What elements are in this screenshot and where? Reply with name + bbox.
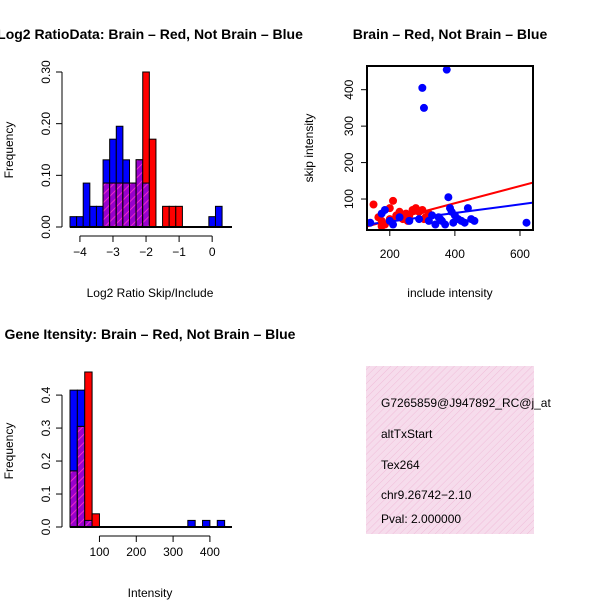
point-not-brain (470, 216, 479, 225)
info-gene-name: Tex264 (381, 458, 420, 472)
info-panel-background (366, 366, 534, 534)
info-probe-id: G7265859@J947892_RC@j_at (381, 396, 551, 410)
point-not-brain (428, 211, 437, 220)
y-tick-label: 300 (342, 116, 356, 136)
y-tick-label: 0.30 (39, 60, 53, 84)
bar-brain (84, 371, 93, 528)
intensity-histogram-axes: 100 200 300 400 0.0 0.1 0.2 0.3 0.4 (39, 386, 232, 559)
intensity-scatter-points (366, 65, 531, 231)
point-not-brain (460, 218, 469, 227)
bar-not-brain (76, 216, 84, 228)
intensity-histogram-title: Gene Itensity: Brain – Red, Not Brain – … (5, 326, 296, 342)
point-not-brain (522, 218, 531, 227)
y-tick-label: 0.20 (39, 112, 53, 136)
info-location: chr9.26742−2.10 (381, 488, 472, 502)
bar-overlap (115, 182, 124, 228)
y-tick-label: 400 (342, 79, 356, 99)
point-not-brain (415, 215, 424, 224)
intensity-scatter-frame (366, 65, 534, 231)
bar-brain (168, 205, 177, 228)
point-brain (369, 200, 378, 209)
intensity-histogram-ylabel: Frequency (2, 423, 16, 480)
bar-overlap (69, 470, 78, 528)
point-not-brain (444, 193, 453, 202)
bar-overlap (122, 182, 131, 228)
intensity-histogram: Gene Itensity: Brain – Red, Not Brain – … (2, 326, 296, 600)
intensity-histogram-bars (69, 371, 226, 528)
y-tick-label: 100 (342, 189, 356, 209)
intensity-histogram-xlabel: Intensity (128, 586, 173, 600)
intensity-scatter-axes: 200 400 600 100 200 300 400 (342, 79, 530, 261)
bar-brain (175, 205, 183, 228)
point-not-brain (431, 220, 440, 229)
ratio-histogram-ylabel: Frequency (2, 122, 16, 179)
bar-not-brain (89, 205, 97, 228)
intensity-scatter: Brain – Red, Not Brain – Blue 200 400 600 1… (302, 26, 547, 300)
bar-not-brain (69, 216, 78, 228)
bar-brain (162, 205, 170, 228)
ratio-histogram-axes: −4 −3 −2 −1 0 0.00 0.10 0.20 0.30 (39, 60, 232, 259)
bar-not-brain (208, 216, 216, 228)
y-tick-label: 0.4 (39, 386, 53, 403)
ratio-histogram-xlabel: Log2 Ratio Skip/Include (87, 286, 214, 300)
info-panel: G7265859@J947892_RC@j_at altTxStart Tex2… (366, 366, 551, 534)
bar-overlap (76, 425, 86, 528)
y-tick-label: 0.3 (39, 419, 53, 436)
point-not-brain (405, 216, 414, 225)
point-not-brain (389, 220, 398, 229)
y-tick-label: 0.00 (39, 215, 53, 239)
point-not-brain (366, 218, 375, 227)
x-tick-label: 300 (163, 545, 183, 559)
point-not-brain (441, 220, 450, 229)
x-tick-label: −3 (106, 245, 120, 259)
x-tick-label: 400 (445, 247, 465, 261)
point-not-brain (395, 213, 404, 222)
bar-overlap (129, 182, 137, 228)
ratio-histogram-bars (69, 71, 223, 228)
point-brain (395, 207, 404, 216)
ratio-histogram: Log2 RatioData: Brain – Red, Not Brain –… (0, 26, 303, 300)
point-brain (377, 222, 386, 231)
x-tick-label: 100 (89, 545, 109, 559)
point-not-brain (463, 204, 472, 213)
point-brain (418, 205, 427, 214)
point-not-brain (449, 218, 458, 227)
info-event-type: altTxStart (381, 427, 433, 441)
x-tick-label: 600 (510, 247, 530, 261)
intensity-scatter-ylabel: skip intensity (302, 114, 316, 183)
y-tick-label: 0.0 (39, 518, 53, 535)
y-tick-label: 200 (342, 152, 356, 172)
info-pval: Pval: 2.000000 (381, 512, 461, 526)
x-tick-label: 400 (200, 545, 220, 559)
y-tick-label: 0.2 (39, 452, 53, 469)
bar-overlap (135, 159, 144, 228)
bar-overlap (142, 182, 150, 228)
point-not-brain (436, 215, 445, 224)
intensity-scatter-title: Brain – Red, Not Brain – Blue (353, 26, 548, 42)
ratio-histogram-title: Log2 RatioData: Brain – Red, Not Brain –… (0, 26, 303, 42)
bar-brain (91, 513, 100, 528)
bar-overlap (102, 182, 111, 228)
point-not-brain (419, 103, 428, 112)
bar-not-brain (95, 205, 104, 228)
point-not-brain (442, 65, 451, 74)
bar-brain (148, 138, 157, 228)
bar-not-brain (82, 182, 91, 228)
x-tick-label: 0 (209, 245, 216, 259)
point-not-brain (377, 209, 386, 218)
y-tick-label: 0.10 (39, 163, 53, 187)
intensity-scatter-xlabel: include intensity (407, 286, 492, 300)
bar-overlap (109, 182, 117, 228)
bar-not-brain (214, 205, 223, 228)
x-tick-label: −1 (172, 245, 186, 259)
x-tick-label: −4 (73, 245, 87, 259)
point-brain (389, 196, 398, 205)
x-tick-label: −2 (139, 245, 153, 259)
y-tick-label: 0.1 (39, 485, 53, 502)
x-tick-label: 200 (380, 247, 400, 261)
x-tick-label: 200 (126, 545, 146, 559)
point-not-brain (418, 83, 427, 92)
